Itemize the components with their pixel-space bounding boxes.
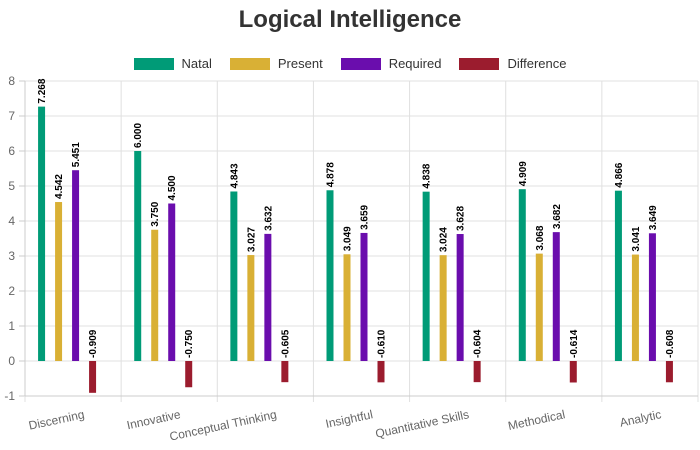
legend-item-present[interactable]: Present	[229, 56, 323, 71]
data-label: -0.608	[665, 329, 676, 358]
y-tick-label: -1	[4, 389, 15, 403]
data-label: 3.024	[439, 227, 450, 252]
legend-item-difference[interactable]: Difference	[459, 56, 566, 71]
legend-label: Difference	[507, 56, 567, 71]
category-label: Methodical	[507, 407, 567, 433]
legend-item-required[interactable]: Required	[340, 56, 442, 71]
data-label: 3.649	[648, 205, 659, 230]
bar-required	[264, 233, 272, 361]
bar-required	[552, 232, 560, 361]
data-label: 3.027	[246, 227, 257, 252]
bar-present	[55, 202, 63, 361]
category-label: Analytic	[619, 407, 663, 429]
data-label: 3.068	[535, 225, 546, 250]
bar-required	[72, 170, 80, 361]
data-label: 3.049	[343, 226, 354, 251]
chart-title: Logical Intelligence	[238, 6, 462, 33]
bar-required	[648, 233, 656, 361]
bar-present	[439, 255, 447, 361]
data-label: 3.628	[456, 206, 467, 231]
bar-present	[631, 254, 639, 361]
data-label: -0.605	[280, 329, 291, 358]
bar-present	[151, 229, 159, 361]
bar-natal	[134, 151, 142, 361]
bar-natal	[326, 190, 334, 361]
bar-difference	[665, 361, 673, 383]
bar-natal	[614, 190, 622, 361]
data-label: 3.750	[150, 201, 161, 226]
bar-present	[535, 253, 543, 361]
y-tick-label: 2	[8, 284, 15, 298]
category-label: Quantitative Skills	[374, 407, 470, 441]
data-label: 3.659	[360, 204, 371, 229]
bar-difference	[281, 361, 289, 383]
bar-required	[456, 234, 464, 361]
bar-present	[343, 254, 351, 361]
data-label: 5.451	[71, 142, 82, 167]
y-tick-label: 1	[8, 319, 15, 333]
y-tick-label: 6	[8, 144, 15, 158]
legend-label: Natal	[181, 56, 212, 71]
category-label: Discerning	[27, 407, 85, 432]
legend-swatch	[459, 57, 500, 70]
data-label: 3.041	[631, 226, 642, 251]
data-label: 3.682	[552, 204, 563, 229]
data-label: 4.866	[614, 162, 625, 187]
bar-required	[360, 232, 368, 361]
data-label: 4.909	[518, 161, 529, 186]
bar-difference	[185, 361, 193, 388]
data-label: 6.000	[133, 123, 144, 148]
data-label: -0.614	[569, 329, 580, 358]
category-label: Conceptual Thinking	[168, 407, 278, 443]
bar-required	[168, 203, 176, 361]
legend-swatch	[229, 57, 270, 70]
data-label: -0.750	[184, 329, 195, 358]
legend: Natal Present Required Difference	[0, 56, 700, 71]
data-label: 7.268	[37, 78, 48, 103]
data-label: -0.610	[377, 329, 388, 358]
bar-difference	[89, 361, 97, 393]
data-label: 4.838	[422, 163, 433, 188]
data-label: 4.542	[54, 174, 65, 199]
legend-item-natal[interactable]: Natal	[133, 56, 212, 71]
bar-difference	[569, 361, 577, 383]
bar-natal	[230, 191, 238, 361]
bar-natal	[38, 106, 46, 362]
y-tick-label: 8	[8, 74, 15, 88]
legend-label: Present	[277, 56, 323, 71]
legend-swatch	[133, 57, 174, 70]
category-label: Insightful	[324, 407, 374, 431]
legend-swatch	[340, 57, 381, 70]
data-label: -0.604	[473, 329, 484, 358]
y-tick-label: 3	[8, 249, 15, 263]
bar-natal	[422, 191, 430, 361]
y-tick-label: 4	[8, 214, 15, 228]
y-tick-label: 0	[8, 354, 15, 368]
legend-label: Required	[388, 56, 442, 71]
data-label: 4.878	[326, 162, 337, 187]
bar-difference	[473, 361, 481, 383]
data-label: -0.909	[88, 329, 99, 358]
data-label: 4.500	[167, 175, 178, 200]
bar-difference	[377, 361, 385, 383]
y-tick-label: 5	[8, 179, 15, 193]
y-tick-label: 7	[8, 109, 15, 123]
data-label: 4.843	[229, 163, 240, 188]
data-label: 3.632	[263, 205, 274, 230]
bar-natal	[518, 189, 526, 361]
bar-present	[247, 255, 255, 361]
